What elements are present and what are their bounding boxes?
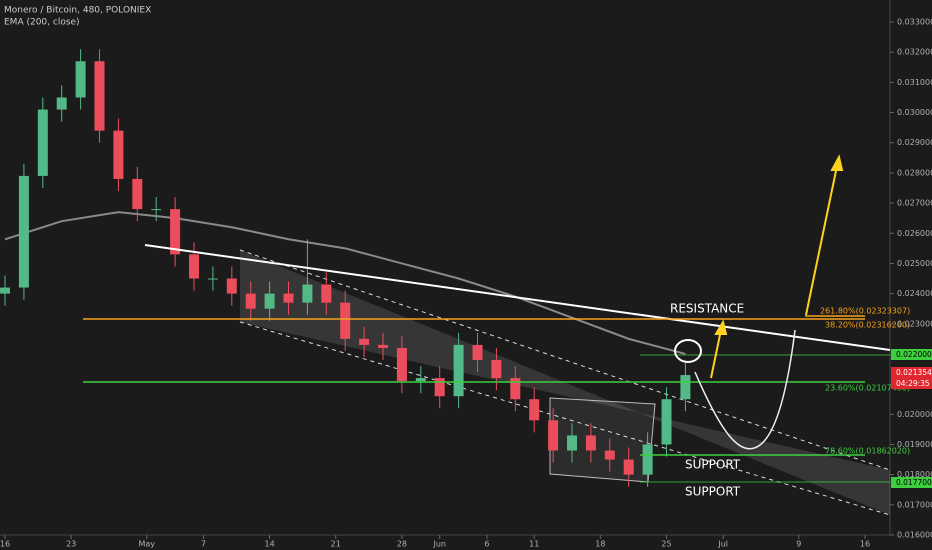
wedge	[549, 397, 656, 483]
candle-body	[226, 278, 237, 294]
candle-body	[585, 435, 596, 451]
x-tick-label: 16	[0, 540, 10, 549]
y-tick-label: 0.03000000	[897, 108, 932, 117]
candle-body	[604, 450, 615, 460]
candle-body	[472, 344, 483, 360]
candle-body	[0, 287, 11, 294]
x-tick-label: 11	[529, 540, 539, 549]
candle-body	[18, 175, 29, 288]
badge	[891, 349, 932, 360]
y-tick-label: 0.01900000	[897, 440, 932, 449]
candle-body	[113, 130, 124, 179]
candle-body	[170, 209, 181, 255]
x-tick-label: 9	[796, 540, 801, 549]
x-tick-label: 7	[201, 540, 206, 549]
candle-body	[94, 61, 105, 131]
y-tick-label: 0.01600000	[897, 531, 932, 540]
y-tick-label: 0.02600000	[897, 229, 932, 238]
candle-body	[680, 375, 691, 400]
highlight-circle	[674, 339, 702, 363]
badge-text: 04:29:35	[896, 379, 930, 388]
chart-title: Monero / Bitcoin, 480, POLONIEX	[4, 6, 151, 16]
projection-curve	[694, 329, 796, 450]
fib-label: 78.60%(0.01862020)	[825, 447, 910, 456]
x-tick-label: 25	[661, 540, 671, 549]
candle-body	[529, 399, 540, 421]
candle-body	[453, 344, 464, 397]
candle-body	[661, 399, 672, 445]
badge-text: 0.02200000	[896, 350, 932, 359]
y-tick-label: 0.03100000	[897, 78, 932, 87]
y-tick-label: 0.02400000	[897, 289, 932, 298]
fib-label: 38.20%(0.02316260)	[825, 321, 910, 330]
candle-body	[415, 378, 426, 382]
candle-body	[642, 444, 653, 475]
x-tick-label: 23	[66, 540, 76, 549]
channel-bottom	[239, 321, 891, 516]
y-tick-label: 0.02500000	[897, 259, 932, 268]
candle-body	[264, 293, 275, 309]
y-tick-label: 0.03200000	[897, 48, 932, 57]
indicator-legend: EMA (200, close)	[4, 18, 80, 28]
candle-body	[283, 293, 294, 303]
x-tick-label: Jun	[432, 540, 446, 549]
candle-body	[245, 293, 256, 309]
candle-body	[37, 109, 48, 176]
x-tick-label: 16	[860, 540, 870, 549]
y-tick-label: 0.01800000	[897, 470, 932, 479]
candle-body	[189, 254, 200, 279]
x-tick-label: 21	[331, 540, 341, 549]
y-tick-label: 0.02300000	[897, 319, 932, 328]
x-tick-label: 28	[397, 540, 407, 549]
badge-text: 0.01770000	[896, 478, 932, 487]
candle-body	[396, 347, 407, 382]
annotation: SUPPORT	[685, 458, 741, 472]
x-tick-label: 6	[484, 540, 489, 549]
fib-label: 261.80%(0.02323307)	[820, 307, 910, 316]
y-tick-label: 0.02000000	[897, 410, 932, 419]
candle-body	[207, 278, 218, 280]
candle-body	[151, 209, 162, 211]
candle-body	[340, 302, 351, 339]
candle-body	[434, 378, 445, 397]
ema-line	[4, 211, 686, 355]
candle-body	[359, 338, 370, 345]
candle-body	[548, 420, 559, 451]
candle-body	[510, 378, 521, 400]
arrows	[710, 154, 844, 379]
candle-body	[378, 344, 389, 348]
candle-body	[623, 459, 634, 475]
channel-top	[239, 249, 891, 471]
fib-label: 23.60%(0.02107480)	[825, 384, 910, 393]
x-tick-label: Jul	[717, 540, 728, 549]
candle-body	[75, 61, 86, 98]
annotation: SUPPORT	[685, 485, 741, 499]
resistance-line	[144, 244, 891, 351]
y-tick-label: 0.02900000	[897, 138, 932, 147]
candle-body	[491, 359, 502, 379]
candle-body	[56, 97, 67, 110]
x-tick-label: 14	[265, 540, 275, 549]
y-tick-label: 0.01700000	[897, 500, 932, 509]
y-tick-label: 0.03300000	[897, 18, 932, 27]
candle-body	[302, 284, 313, 303]
badge	[891, 367, 932, 389]
candle-body	[132, 178, 143, 210]
y-tick-label: 0.02800000	[897, 168, 932, 177]
x-tick-label: May	[138, 540, 155, 549]
y-tick-label: 0.02700000	[897, 199, 932, 208]
annotation: RESISTANCE	[670, 302, 744, 316]
candle-body	[321, 284, 332, 303]
x-tick-label: 18	[595, 540, 605, 549]
candle-body	[567, 435, 578, 451]
badge-text: 0.02135497	[896, 368, 932, 377]
badge	[891, 477, 932, 488]
